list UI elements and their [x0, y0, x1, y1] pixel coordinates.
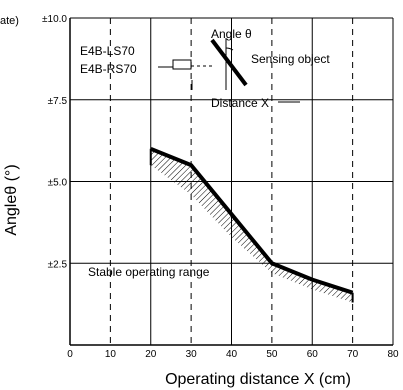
stable-range-hatch	[150, 148, 353, 303]
x-tick-label-60: 60	[307, 349, 319, 360]
x-tick-label-20: 20	[145, 349, 157, 360]
stable-range-area	[150, 148, 353, 303]
x-tick-label-30: 30	[186, 349, 198, 360]
top-left-fragment: ate)	[0, 15, 19, 27]
distance-x-label: Distance X	[211, 96, 269, 110]
x-tick-label-0: 0	[67, 349, 73, 360]
y-tick-label-5: ±5.0	[48, 178, 68, 189]
x-tick-label-80: 80	[387, 349, 399, 360]
boundary-line-group	[149, 146, 354, 303]
y-tick-label-7.5: ±7.5	[48, 96, 68, 107]
x-tick-labels: 0 10 20 30 40 50 60 70 80	[67, 349, 399, 360]
model-label-rs70: E4B-RS70	[80, 62, 137, 76]
stable-range-label: Stable operating range	[88, 265, 210, 279]
sensing-object-plate	[210, 38, 248, 87]
x-tick-label-10: 10	[105, 349, 117, 360]
model-label-ls70: E4B-LS70	[80, 44, 135, 58]
x-tick-label-40: 40	[226, 349, 238, 360]
x-axis-label: Operating distance X (cm)	[165, 371, 351, 388]
sensor-block	[172, 59, 192, 70]
angle-arc	[225, 47, 234, 51]
x-tick-label-70: 70	[347, 349, 359, 360]
x-tick-label-50: 50	[266, 349, 278, 360]
y-axis-label: Angleθ (°)	[3, 164, 20, 235]
plot-frame	[69, 17, 394, 346]
inset-diagram: E4B-LS70 E4B-RS70 Angle θ Sensing object…	[80, 27, 330, 110]
grid	[70, 18, 393, 345]
sensing-object-label: Sensing object	[251, 52, 330, 66]
y-tick-label-10: ±10.0	[42, 14, 67, 25]
y-tick-labels: ±2.5 ±5.0 ±7.5 ±10.0	[42, 14, 67, 270]
boundary-line	[149, 146, 354, 295]
y-tick-label-2.5: ±2.5	[48, 259, 68, 270]
angle-theta-label: Angle θ	[211, 27, 252, 41]
